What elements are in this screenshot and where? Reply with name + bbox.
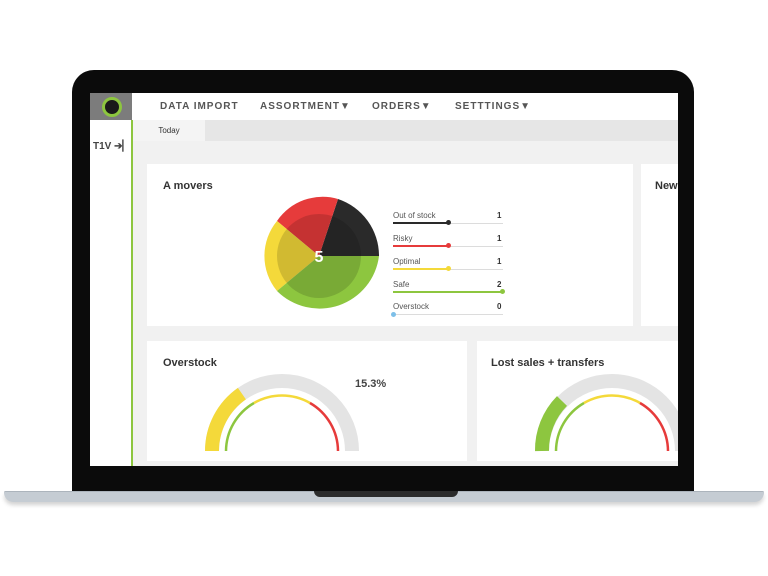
- lost-sales-card: Lost sales + transfers: [477, 341, 678, 461]
- gauge-band-optimal: [583, 394, 641, 405]
- pie-inner-shade: [277, 214, 361, 298]
- overstock-title: Overstock: [163, 357, 217, 369]
- pie-center-value: 5: [315, 249, 324, 266]
- gauge-fill: [534, 396, 568, 452]
- a-movers-title: A movers: [163, 180, 213, 192]
- legend-label: Out of stock: [393, 211, 436, 220]
- pie-slice-optimal: [264, 221, 319, 291]
- laptop-notch: [314, 491, 458, 497]
- sidebar: T1V ➔▏: [90, 120, 133, 466]
- a-movers-pie: 5: [264, 196, 380, 309]
- nav-data-import[interactable]: DATA IMPORT: [160, 101, 239, 112]
- legend-value: 1: [497, 211, 502, 220]
- overstock-card: Overstock 15.3%: [147, 341, 467, 461]
- overstock-gauge: [205, 374, 359, 452]
- lost-sales-gauge: [534, 374, 678, 452]
- nav-assortment[interactable]: ASSORTMENT▼: [260, 101, 351, 112]
- app-screen: DATA IMPORT ASSORTMENT▼ ORDERS▼ SETTTING…: [90, 93, 678, 466]
- nav-orders[interactable]: ORDERS▼: [372, 101, 432, 112]
- gauge-track: [205, 374, 359, 452]
- gauge-track: [535, 374, 678, 452]
- gauge-band-risky: [309, 401, 340, 452]
- pie-slice-risky: [277, 196, 338, 256]
- legend-label: Overstock: [393, 302, 430, 311]
- pie-slice-out-of-stock: [319, 199, 380, 256]
- legend-value: 0: [497, 302, 502, 311]
- tab-bar: Today: [133, 120, 678, 141]
- legend-label: Safe: [393, 280, 410, 289]
- legend-label: Risky: [393, 234, 413, 243]
- gauge-fill: [205, 387, 247, 452]
- legend-value: 2: [497, 280, 502, 289]
- a-movers-card: A movers 5 Out of stock 1 Risky 1: [147, 164, 633, 326]
- legend-value: 1: [497, 257, 502, 266]
- new-card: New: [641, 164, 678, 326]
- nav-settings[interactable]: SETTTINGS▼: [455, 101, 532, 112]
- overstock-percent: 15.3%: [355, 378, 387, 390]
- gauge-band-optimal: [253, 394, 311, 405]
- gauge-band-risky: [639, 401, 670, 452]
- laptop-base: [4, 492, 764, 502]
- gauge-band-safe: [224, 401, 255, 452]
- pie-slice-safe: [277, 256, 379, 309]
- tab-today[interactable]: Today: [133, 120, 205, 141]
- logo-icon: [102, 97, 122, 117]
- sidebar-toggle[interactable]: T1V ➔▏: [93, 141, 131, 152]
- logo[interactable]: [90, 93, 132, 120]
- gauge-band-safe: [554, 401, 585, 452]
- new-card-title: New: [655, 180, 678, 192]
- lost-sales-title: Lost sales + transfers: [491, 357, 605, 369]
- legend-label: Optimal: [393, 257, 421, 266]
- laptop-chin: [72, 468, 694, 494]
- legend-value: 1: [497, 234, 502, 243]
- top-nav: DATA IMPORT ASSORTMENT▼ ORDERS▼ SETTTING…: [132, 93, 678, 121]
